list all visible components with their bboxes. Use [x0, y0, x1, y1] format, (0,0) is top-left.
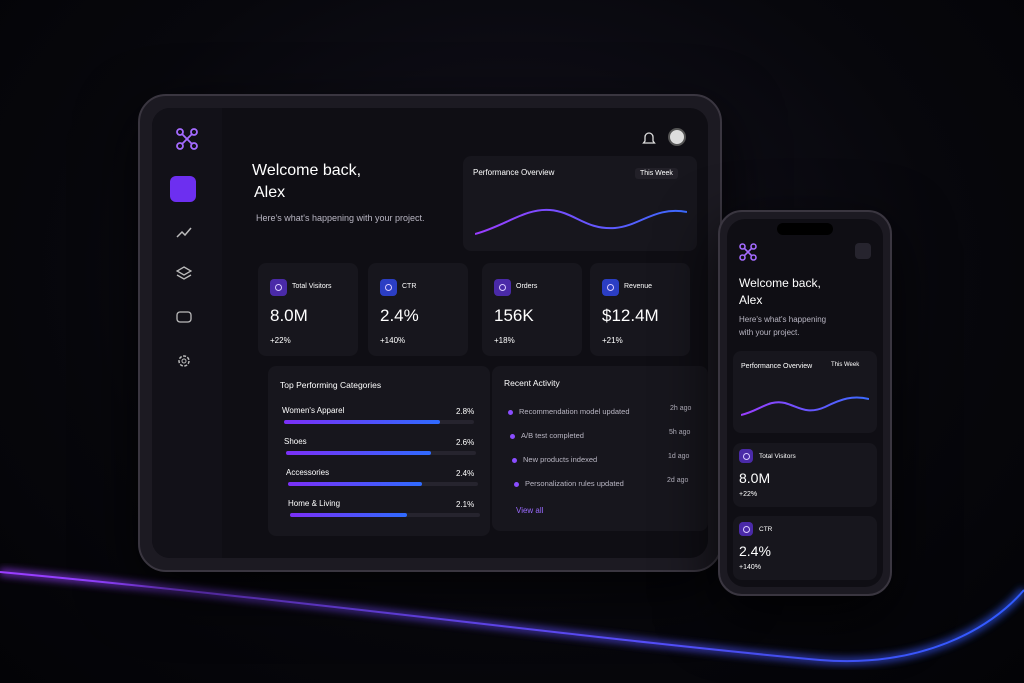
view-all-link[interactable]: View all [516, 506, 544, 515]
activity-dot [514, 482, 519, 487]
stat-change: +18% [494, 336, 515, 345]
stat-icon [494, 279, 511, 296]
category-name: Women's Apparel [282, 406, 345, 415]
logo [176, 128, 198, 150]
stat-label: CTR [402, 283, 417, 290]
activity-time: 2d ago [667, 477, 689, 484]
tablet: Welcome back, Alex Here's what's happeni… [138, 94, 722, 572]
subtitle: Here's what's happening with your projec… [256, 213, 425, 223]
categories-card: Top Performing Categories Women's Appare… [268, 366, 490, 536]
subtitle-line: with your project. [739, 328, 800, 337]
stat-icon [380, 279, 397, 296]
stat-change: +22% [739, 491, 758, 498]
stat-label: CTR [759, 526, 773, 533]
performance-card: Performance Overview This Week [733, 351, 877, 433]
category-track [288, 482, 478, 486]
category-track [290, 513, 480, 517]
stat-label: Total Visitors [292, 283, 332, 290]
stat-value: 8.0M [739, 470, 771, 486]
tablet-screen: Welcome back, Alex Here's what's happeni… [152, 108, 708, 558]
subtitle-line: Here's what's happening [739, 315, 827, 324]
stat-value: 2.4% [380, 306, 419, 325]
greeting: Welcome back, [252, 162, 362, 179]
menu-button[interactable] [855, 243, 871, 259]
category-track [286, 451, 476, 455]
sidebar [152, 108, 222, 558]
avatar[interactable] [668, 128, 686, 146]
phone-screen: Welcome back, Alex Here's what's happeni… [727, 219, 883, 587]
category-value: 2.8% [456, 407, 475, 416]
category-name: Shoes [284, 437, 307, 446]
nav-messages[interactable] [176, 310, 192, 326]
activity-dot [512, 458, 517, 463]
category-bar [288, 482, 423, 486]
stat-value: 8.0M [270, 306, 308, 325]
category-bar [286, 451, 432, 455]
stat-value: $12.4M [602, 306, 659, 325]
greeting: Welcome back, [739, 276, 821, 290]
period-select[interactable]: This Week [635, 168, 678, 179]
activity-card: Recent Activity View all Recommendation … [492, 366, 708, 531]
user-name: Alex [254, 184, 286, 201]
performance-title: Performance Overview [741, 363, 813, 370]
category-bar [290, 513, 408, 517]
activity-time: 1d ago [668, 453, 690, 460]
phone: Welcome back, Alex Here's what's happeni… [718, 210, 892, 596]
user-name: Alex [739, 293, 763, 307]
notifications[interactable] [642, 130, 656, 146]
stat-card: Total Visitors 8.0M +22% [258, 263, 358, 356]
category-track [284, 420, 474, 424]
category-value: 2.1% [456, 500, 475, 509]
activity-dot [508, 410, 513, 415]
period-select[interactable]: This Week [831, 362, 860, 368]
activity-dot [510, 434, 515, 439]
nav-dashboard[interactable] [170, 176, 196, 202]
stat-value: 2.4% [739, 543, 771, 559]
logo [739, 243, 757, 261]
stat-icon [270, 279, 287, 296]
stat-card: CTR 2.4% +140% [368, 263, 468, 356]
nav-layers[interactable] [176, 266, 192, 282]
nav-analytics[interactable] [176, 224, 192, 240]
nav-settings[interactable] [176, 353, 192, 369]
activity-text: New products indexed [523, 455, 598, 464]
stat-label: Orders [516, 283, 538, 290]
category-name: Accessories [286, 468, 330, 477]
stat-icon [739, 449, 753, 463]
category-name: Home & Living [288, 499, 341, 508]
stat-icon [602, 279, 619, 296]
stat-label: Total Visitors [759, 453, 796, 460]
sparkline [741, 396, 869, 416]
stat-card: CTR 2.4% +140% [733, 516, 877, 580]
notch [777, 223, 833, 235]
performance-title: Performance Overview [473, 168, 555, 177]
stat-change: +22% [270, 336, 291, 345]
sparkline [475, 208, 687, 235]
performance-card: Performance Overview This Week [463, 156, 697, 251]
category-value: 2.4% [456, 469, 475, 478]
activity-time: 5h ago [669, 429, 691, 436]
activity-text: Personalization rules updated [525, 479, 624, 488]
stat-card: Total Visitors 8.0M +22% [733, 443, 877, 507]
stat-icon [739, 522, 753, 536]
activity-time: 2h ago [670, 405, 692, 412]
activity-text: A/B test completed [521, 431, 584, 440]
categories-title: Top Performing Categories [280, 380, 382, 390]
category-bar [284, 420, 441, 424]
activity-text: Recommendation model updated [519, 407, 630, 416]
stat-card: Orders 156K +18% [482, 263, 582, 356]
stat-label: Revenue [624, 283, 653, 290]
stat-change: +140% [739, 564, 761, 571]
stat-change: +21% [602, 336, 623, 345]
stat-value: 156K [494, 306, 534, 325]
category-value: 2.6% [456, 438, 475, 447]
stat-card: Revenue $12.4M +21% [590, 263, 690, 356]
activity-title: Recent Activity [504, 378, 560, 388]
stat-change: +140% [380, 336, 406, 345]
